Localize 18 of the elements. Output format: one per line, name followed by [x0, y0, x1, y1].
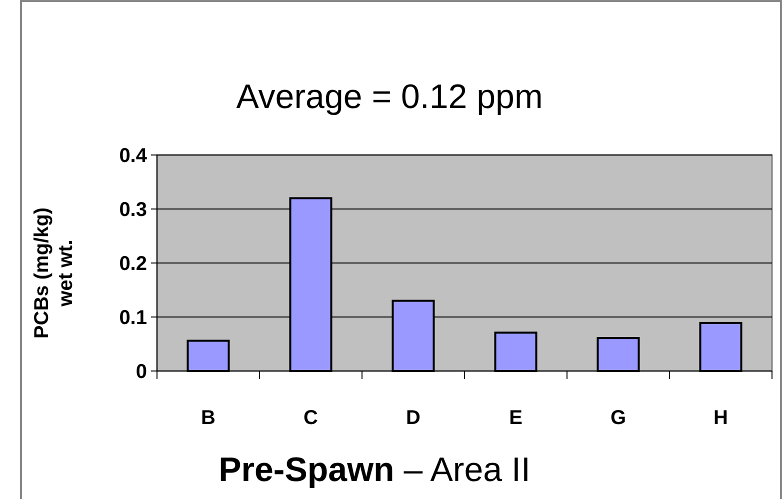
- bar: [186, 340, 230, 372]
- y-tick-label: 0.4: [119, 145, 148, 167]
- bar: [699, 322, 742, 372]
- y-tick-label: 0.3: [119, 199, 147, 221]
- y-tick-label: 0: [136, 361, 147, 383]
- bar: [494, 332, 538, 372]
- x-axis-title: Pre-Spawn – Area II: [218, 451, 530, 489]
- x-tick-label: E: [509, 407, 522, 429]
- y-tick-label: 0.1: [119, 307, 147, 329]
- bar: [596, 337, 640, 372]
- chart-title: Average = 0.12 ppm: [236, 78, 543, 116]
- x-tick-label: G: [610, 407, 626, 429]
- x-tick-label: B: [201, 407, 216, 429]
- x-tick-label: C: [304, 407, 318, 429]
- y-axis-title: PCBs (mg/kg) wet wt.: [31, 207, 77, 339]
- x-tick-label: H: [714, 407, 728, 429]
- x-tick-label: D: [406, 407, 420, 429]
- y-tick-label: 0.2: [119, 253, 147, 275]
